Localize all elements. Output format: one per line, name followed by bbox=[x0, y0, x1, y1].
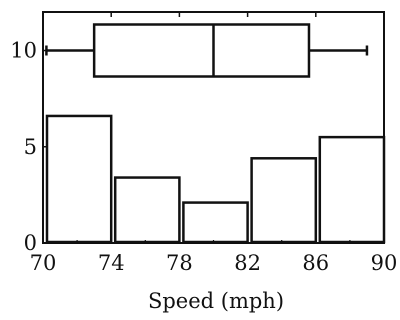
x-tick-label: 90 bbox=[371, 251, 398, 275]
plot-area bbox=[42, 11, 386, 244]
y-tick-label: 10 bbox=[10, 39, 37, 63]
histogram-bar bbox=[113, 176, 181, 244]
axis-ticks: 70 74 78 82 86 90 0 5 10 bbox=[10, 12, 397, 275]
y-tick-label: 5 bbox=[24, 135, 37, 159]
y-tick-label: 0 bbox=[24, 231, 37, 255]
x-tick-label: 70 bbox=[30, 251, 57, 275]
x-axis-title: Speed (mph) bbox=[148, 289, 284, 313]
x-tick-label: 82 bbox=[234, 251, 261, 275]
boxplot-box bbox=[92, 23, 311, 78]
histogram-bar bbox=[182, 201, 249, 244]
x-tick-label: 74 bbox=[98, 251, 125, 275]
histogram-bar bbox=[318, 135, 386, 244]
x-tick-label: 78 bbox=[166, 251, 193, 275]
x-tick-label: 86 bbox=[302, 251, 329, 275]
histogram-bar bbox=[250, 157, 318, 244]
histogram-bar bbox=[45, 114, 113, 244]
